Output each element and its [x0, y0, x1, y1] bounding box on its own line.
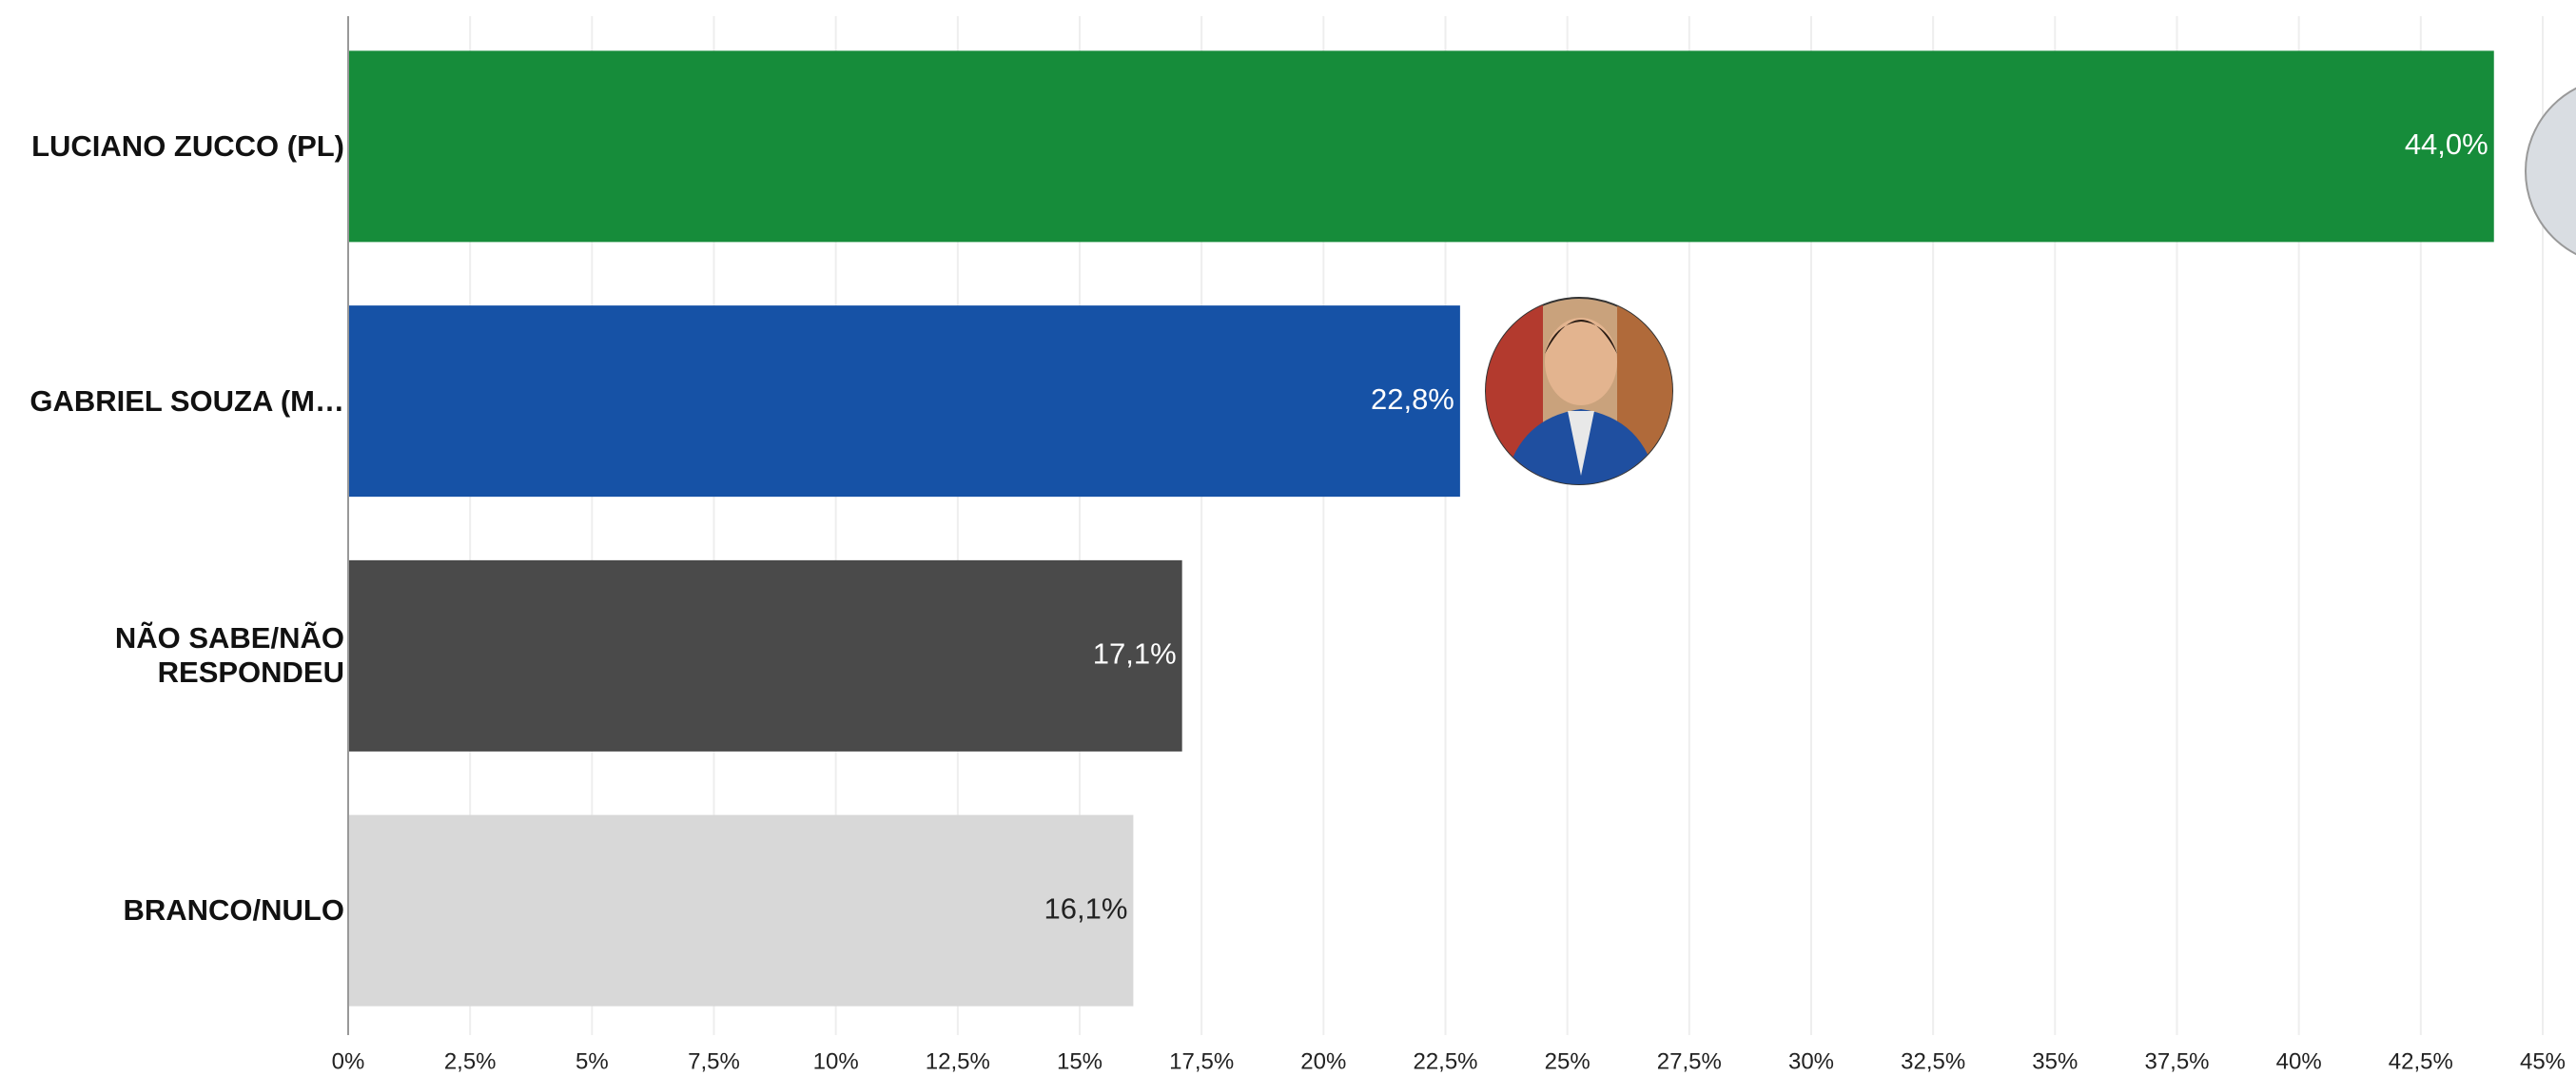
- value-label: 22,8%: [1371, 382, 1454, 416]
- x-tick-label: 22,5%: [1413, 1048, 1477, 1074]
- x-tick-label: 2,5%: [444, 1048, 497, 1074]
- x-tick-label: 7,5%: [688, 1048, 740, 1074]
- photo: [2526, 78, 2576, 264]
- bar: [348, 305, 1460, 497]
- page: 44,0% 22,8% 17,1% 16,1% 0% 2,5% 5% 7,5% 10% 12,5…: [0, 0, 2576, 1076]
- x-tick-label: 17,5%: [1169, 1048, 1234, 1074]
- x-tick-label: 32,5%: [1901, 1048, 1965, 1074]
- bar: [348, 50, 2494, 242]
- x-tick-label: 20%: [1300, 1048, 1346, 1074]
- chart: 44,0% 22,8% 17,1% 16,1% 0% 2,5% 5% 7,5% 10% 12,5…: [0, 0, 2576, 1076]
- bar: [348, 560, 1182, 752]
- bars: 44,0% 22,8% 17,1% 16,1%: [348, 50, 2494, 1006]
- x-tick-label: 5%: [576, 1048, 609, 1074]
- x-tick-label: 10%: [813, 1048, 859, 1074]
- category-label: BRANCO/NULO: [2, 893, 344, 928]
- x-tick-label: 0%: [332, 1048, 365, 1074]
- bar: [348, 815, 1133, 1007]
- x-tick-label: 30%: [1788, 1048, 1834, 1074]
- x-tick-label: 42,5%: [2389, 1048, 2453, 1074]
- x-tick-label: 27,5%: [1657, 1048, 1722, 1074]
- category-label: NÃO SABE/NÃO RESPONDEU: [2, 621, 344, 690]
- photo-content: [1486, 298, 1674, 495]
- x-tick-label: 25%: [1545, 1048, 1590, 1074]
- category-label: LUCIANO ZUCCO (PL): [2, 129, 344, 164]
- x-tick-label: 15%: [1057, 1048, 1103, 1074]
- x-tick-label: 12,5%: [926, 1048, 990, 1074]
- x-tick-label: 37,5%: [2144, 1048, 2209, 1074]
- x-tick-label: 40%: [2276, 1048, 2322, 1074]
- x-tick-label: 45%: [2520, 1048, 2566, 1074]
- value-label: 44,0%: [2405, 127, 2488, 161]
- x-tick-label: 35%: [2032, 1048, 2078, 1074]
- category-label: GABRIEL SOUZA (M…: [2, 384, 344, 419]
- value-label: 16,1%: [1044, 891, 1127, 925]
- value-label: 17,1%: [1093, 637, 1177, 671]
